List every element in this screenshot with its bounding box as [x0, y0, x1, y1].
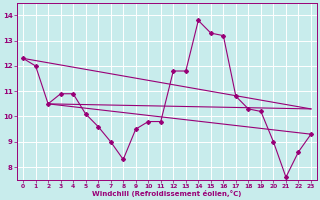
X-axis label: Windchill (Refroidissement éolien,°C): Windchill (Refroidissement éolien,°C) [92, 190, 242, 197]
